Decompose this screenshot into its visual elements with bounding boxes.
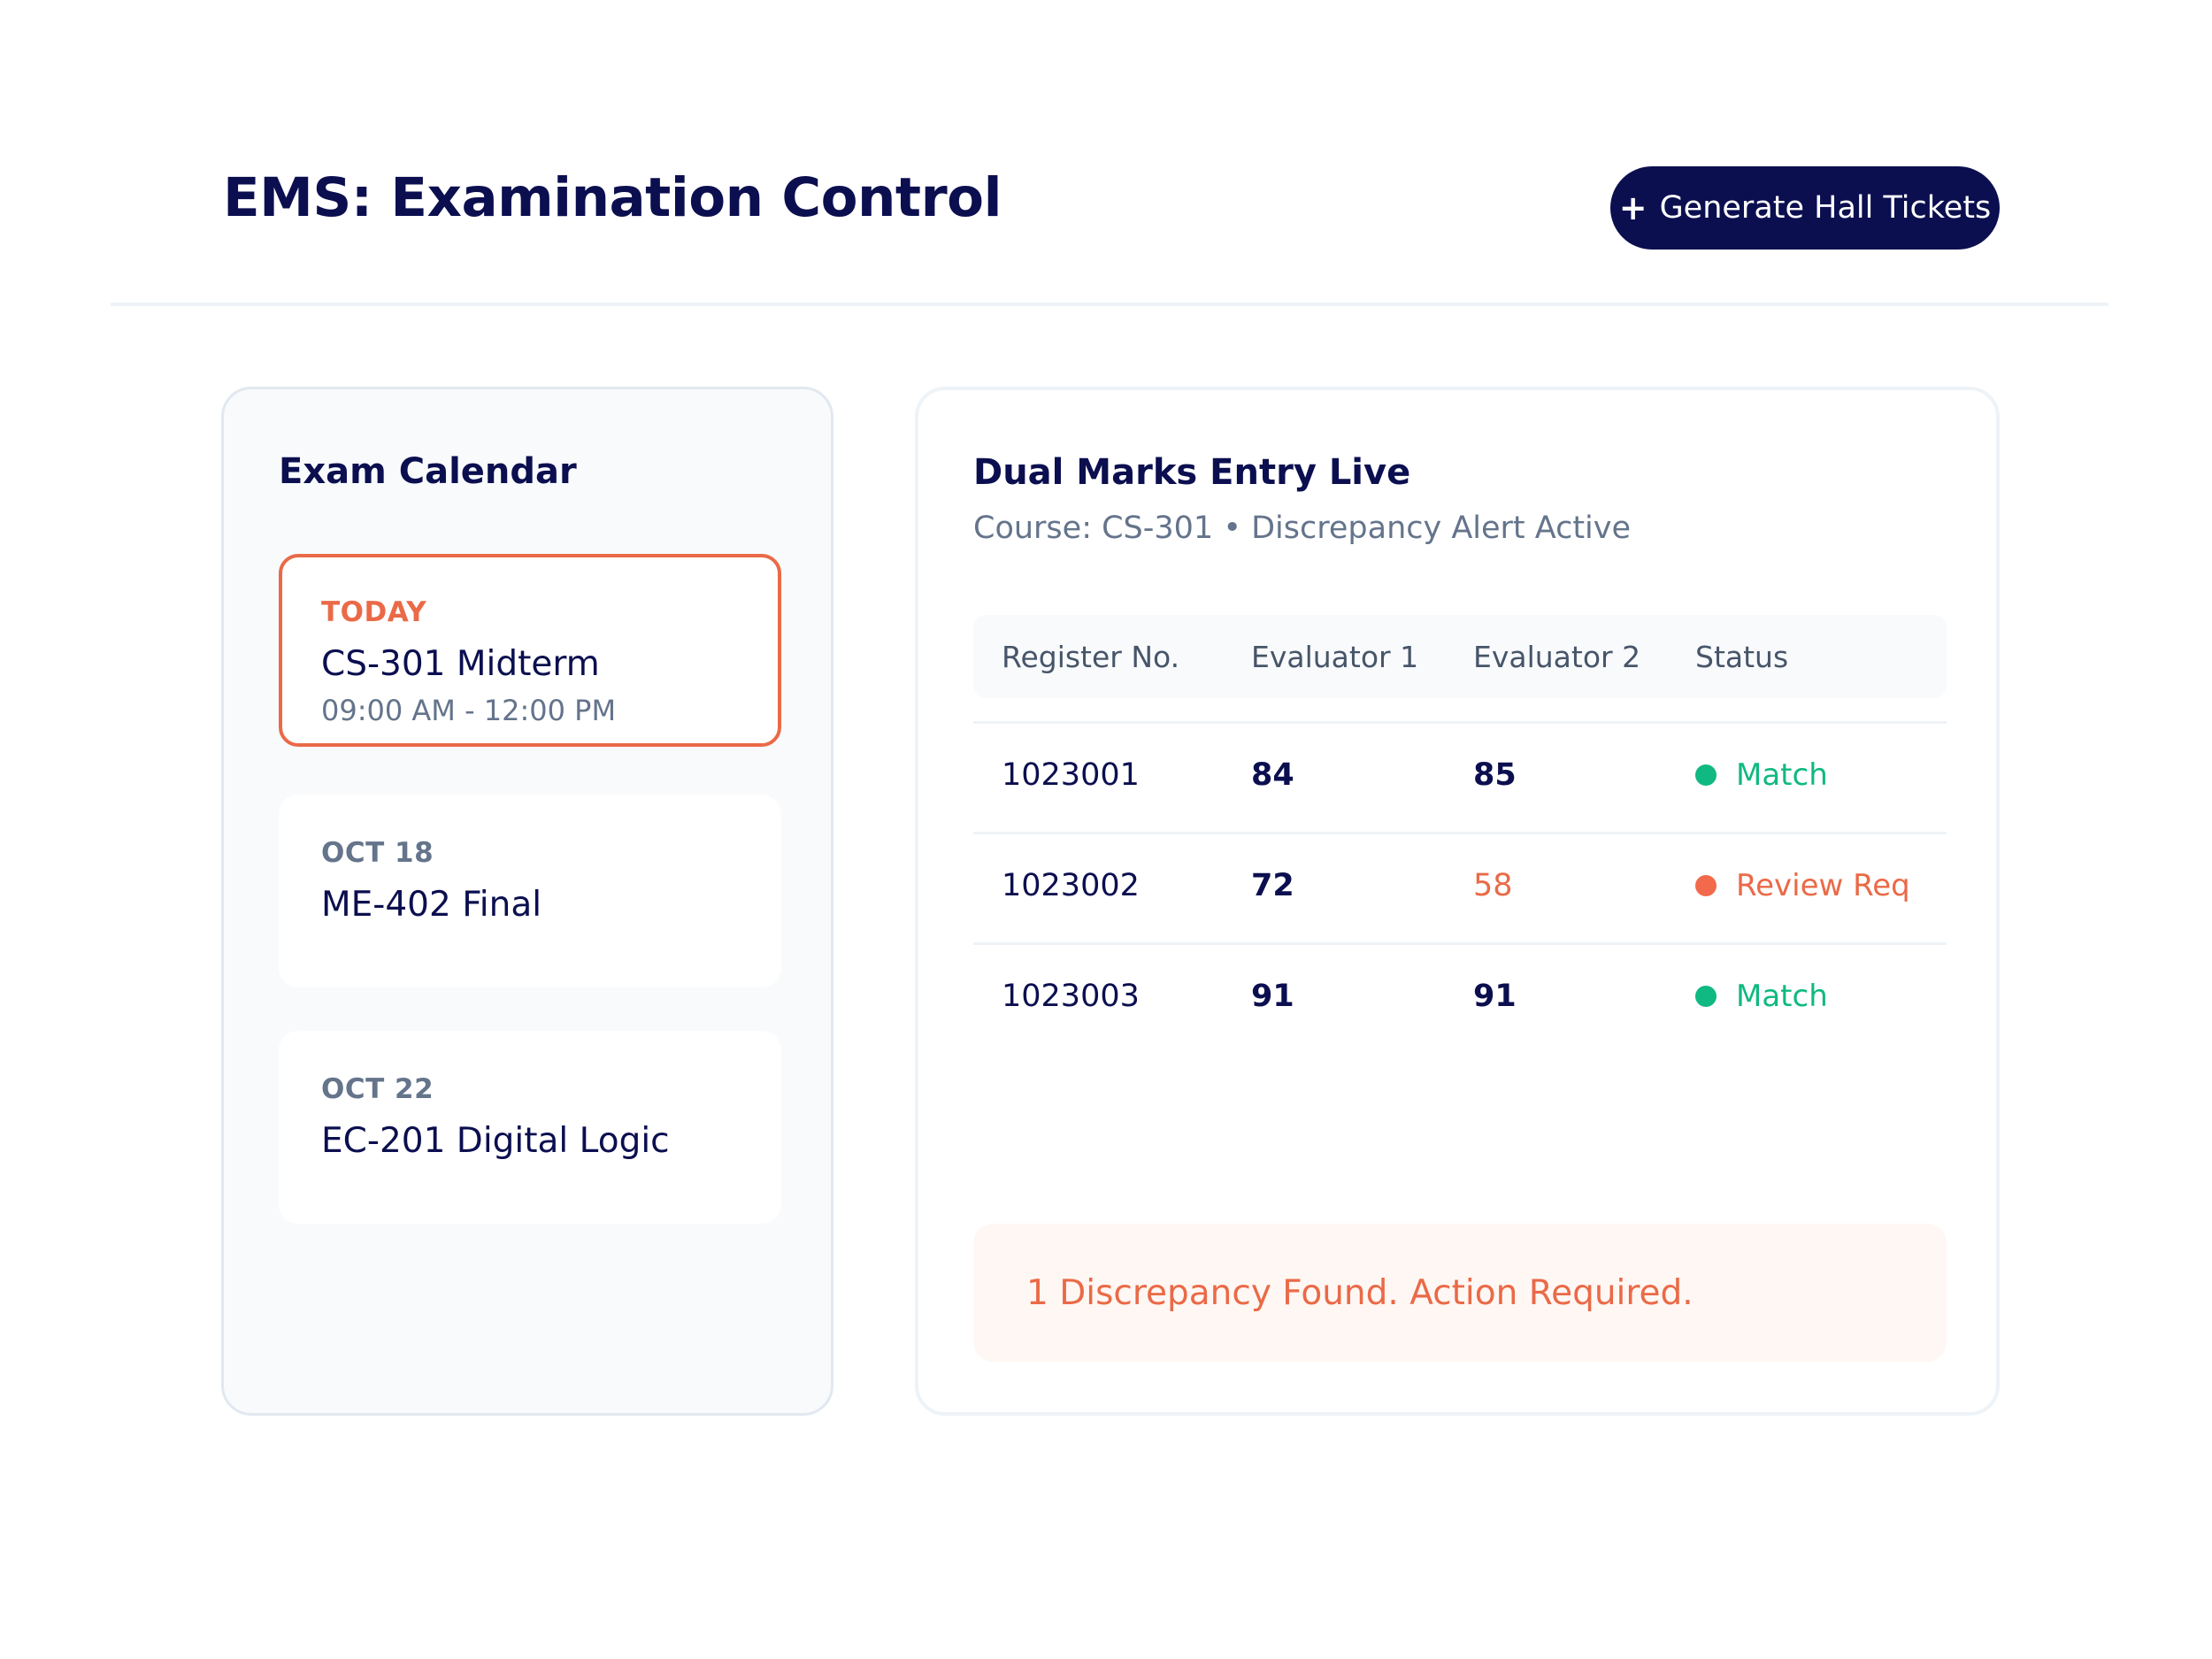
dual-marks-title: Dual Marks Entry Live — [973, 452, 1411, 493]
exam-time: 09:00 AM - 12:00 PM — [321, 694, 617, 727]
evaluator-1-mark: 72 — [1251, 868, 1294, 903]
status-dot-icon — [1695, 986, 1717, 1007]
evaluator-1-mark: 84 — [1251, 757, 1294, 793]
status-dot-icon — [1695, 875, 1717, 896]
marks-table-header: Register No. Evaluator 1 Evaluator 2 Sta… — [973, 615, 1947, 698]
exam-calendar-title: Exam Calendar — [279, 451, 577, 492]
exam-date-label: TODAY — [321, 596, 427, 628]
status-label: Match — [1736, 979, 1828, 1014]
status-label: Match — [1736, 757, 1828, 793]
exam-card-ec-201[interactable]: OCT 22 EC-201 Digital Logic — [279, 1031, 781, 1224]
register-number: 1023001 — [1002, 757, 1140, 793]
exam-date-label: OCT 18 — [321, 837, 434, 869]
exam-calendar-panel: Exam Calendar TODAY CS-301 Midterm 09:00… — [221, 387, 833, 1416]
status-dot-icon — [1695, 764, 1717, 786]
plus-icon: + — [1618, 188, 1647, 227]
exam-name: EC-201 Digital Logic — [321, 1121, 670, 1161]
table-row[interactable]: 1023001 84 85 Match — [973, 721, 1947, 832]
evaluator-1-mark: 91 — [1251, 979, 1294, 1014]
table-row[interactable]: 1023002 72 58 Review Req — [973, 832, 1947, 942]
exam-name: CS-301 Midterm — [321, 644, 600, 684]
evaluator-2-mark: 91 — [1473, 979, 1517, 1014]
status-badge: Review Req — [1695, 868, 1910, 903]
exam-card-me-402[interactable]: OCT 18 ME-402 Final — [279, 795, 781, 987]
status-badge: Match — [1695, 979, 1828, 1014]
column-header-evaluator-1: Evaluator 1 — [1251, 640, 1419, 674]
header-divider — [111, 303, 2108, 306]
dual-marks-panel: Dual Marks Entry Live Course: CS-301 • D… — [915, 387, 2000, 1416]
column-header-evaluator-2: Evaluator 2 — [1473, 640, 1641, 674]
exam-name: ME-402 Final — [321, 885, 542, 925]
dual-marks-subtitle: Course: CS-301 • Discrepancy Alert Activ… — [973, 511, 1632, 546]
generate-hall-tickets-label: Generate Hall Tickets — [1659, 190, 1992, 226]
column-header-register: Register No. — [1002, 640, 1180, 674]
status-label: Review Req — [1736, 868, 1910, 903]
exam-date-label: OCT 22 — [321, 1073, 434, 1105]
evaluator-2-mark: 58 — [1473, 868, 1513, 903]
discrepancy-alert-text: 1 Discrepancy Found. Action Required. — [1026, 1273, 1694, 1313]
column-header-status: Status — [1695, 640, 1789, 674]
register-number: 1023003 — [1002, 979, 1140, 1014]
evaluator-2-mark: 85 — [1473, 757, 1517, 793]
exam-card-cs-301[interactable]: TODAY CS-301 Midterm 09:00 AM - 12:00 PM — [279, 554, 781, 747]
discrepancy-alert[interactable]: 1 Discrepancy Found. Action Required. — [973, 1224, 1947, 1362]
generate-hall-tickets-button[interactable]: + Generate Hall Tickets — [1610, 166, 2000, 250]
status-badge: Match — [1695, 757, 1828, 793]
table-row[interactable]: 1023003 91 91 Match — [973, 942, 1947, 1053]
page-title: EMS: Examination Control — [223, 166, 1002, 229]
register-number: 1023002 — [1002, 868, 1140, 903]
